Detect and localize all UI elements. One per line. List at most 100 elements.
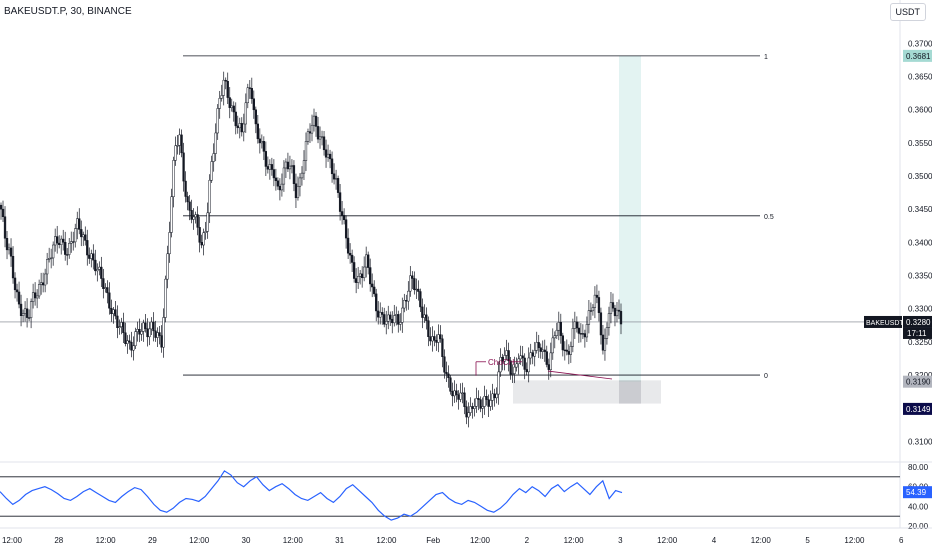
candle-body: [50, 257, 53, 259]
candle-body: [228, 97, 231, 108]
countdown-badge: [903, 327, 932, 339]
rsi-tick-label: 80.00: [908, 463, 929, 472]
candle-body: [162, 317, 165, 348]
candle-body: [114, 309, 117, 317]
candle-body: [489, 400, 492, 407]
candle-body: [80, 229, 83, 238]
candle-body: [561, 335, 564, 351]
candle-body: [296, 185, 300, 199]
candle-body: [240, 123, 243, 133]
candle-body: [194, 214, 197, 218]
price-pane[interactable]: 0.3700 0.3650 0.3600 0.3550 0.3500 0.3450 0.34…: [0, 0, 932, 528]
candle-body: [375, 293, 378, 312]
candle-body: [423, 314, 426, 318]
candle-body: [383, 314, 386, 325]
candle-body: [499, 357, 502, 373]
candle-body: [310, 124, 314, 134]
candle-body: [76, 218, 79, 229]
candle-body: [435, 340, 438, 343]
candle-body: [541, 349, 544, 352]
candle-body: [437, 334, 440, 343]
candle-body: [37, 284, 41, 297]
time-tick-label: 29: [148, 536, 157, 545]
candle-body: [449, 377, 452, 392]
candle-body: [413, 278, 416, 290]
candle-body: [463, 392, 466, 407]
candle-body: [395, 314, 398, 316]
candle-body: [274, 177, 278, 182]
time-tick-label: 12:00: [844, 536, 865, 545]
price-tick-label: 0.3400: [908, 238, 932, 247]
candle-body: [595, 294, 599, 298]
candle-body: [84, 234, 87, 241]
candle-body: [262, 141, 265, 152]
candle-body: [250, 88, 253, 99]
price-tick-label: 0.3250: [908, 338, 932, 347]
candle-body: [425, 314, 428, 321]
candle-body: [134, 331, 137, 347]
candle-body: [116, 315, 119, 329]
candle-body: [585, 324, 589, 338]
candle-body: [411, 275, 414, 279]
candle-body: [3, 216, 7, 239]
candle-body: [324, 149, 328, 158]
candle-body: [377, 310, 380, 318]
candle-body: [397, 314, 400, 325]
candle-body: [214, 132, 217, 154]
candle-body: [268, 164, 272, 170]
time-tick-label: 28: [54, 536, 63, 545]
candle-body: [419, 291, 422, 308]
candle-body: [511, 373, 514, 375]
candle-body: [280, 183, 284, 191]
candle-body: [286, 161, 290, 170]
candle-body: [523, 357, 526, 370]
candle-body: [102, 278, 105, 289]
candle-body: [491, 393, 494, 401]
candle-body: [361, 273, 364, 279]
time-tick-label: 30: [242, 536, 251, 545]
symbol-badge-label: BAKEUSDT.P: [866, 320, 910, 327]
time-tick-label: 12:00: [189, 536, 210, 545]
candle-body: [475, 398, 478, 407]
candle-body: [166, 253, 169, 280]
candle-body: [222, 79, 225, 96]
time-tick-label: 6: [899, 536, 904, 545]
candle-body: [238, 123, 241, 129]
candle-body: [352, 262, 356, 279]
candle-body: [573, 321, 576, 329]
candle-body: [363, 266, 366, 279]
fib-level-label: 0.5: [764, 214, 774, 221]
candle-body: [284, 161, 288, 169]
candle-body: [575, 321, 579, 329]
candle-body: [294, 183, 298, 199]
candle-body: [152, 321, 155, 332]
candle-body: [481, 406, 484, 409]
candle-body: [256, 123, 259, 140]
candle-body: [300, 172, 304, 179]
candle-body: [599, 312, 603, 336]
candle-body: [302, 160, 306, 174]
candle-body: [25, 308, 29, 318]
candle-body: [467, 412, 470, 418]
candle-body: [196, 214, 199, 228]
candle-body: [567, 351, 570, 355]
candle-body: [597, 297, 601, 313]
candle-body: [31, 292, 35, 302]
candle-body: [429, 336, 432, 342]
currency-button[interactable]: USDT: [889, 3, 926, 21]
candle-body: [186, 196, 189, 203]
fib-level-label: 1: [764, 54, 768, 61]
candle-body: [158, 332, 161, 336]
candle-body: [246, 87, 249, 104]
time-tick-label: 31: [335, 536, 344, 545]
orderblock-overlap: [619, 380, 641, 404]
time-axis[interactable]: 12:00 28 12:00 29 12:00 30 12:00 31 12:00 Feb 12:0…: [0, 527, 932, 545]
candle-body: [19, 303, 23, 316]
candle-body: [112, 309, 115, 315]
candle-body: [212, 153, 215, 162]
rsi-tick-label: 40.00: [908, 502, 929, 511]
candle-body: [168, 232, 171, 255]
candle-body: [232, 105, 235, 113]
